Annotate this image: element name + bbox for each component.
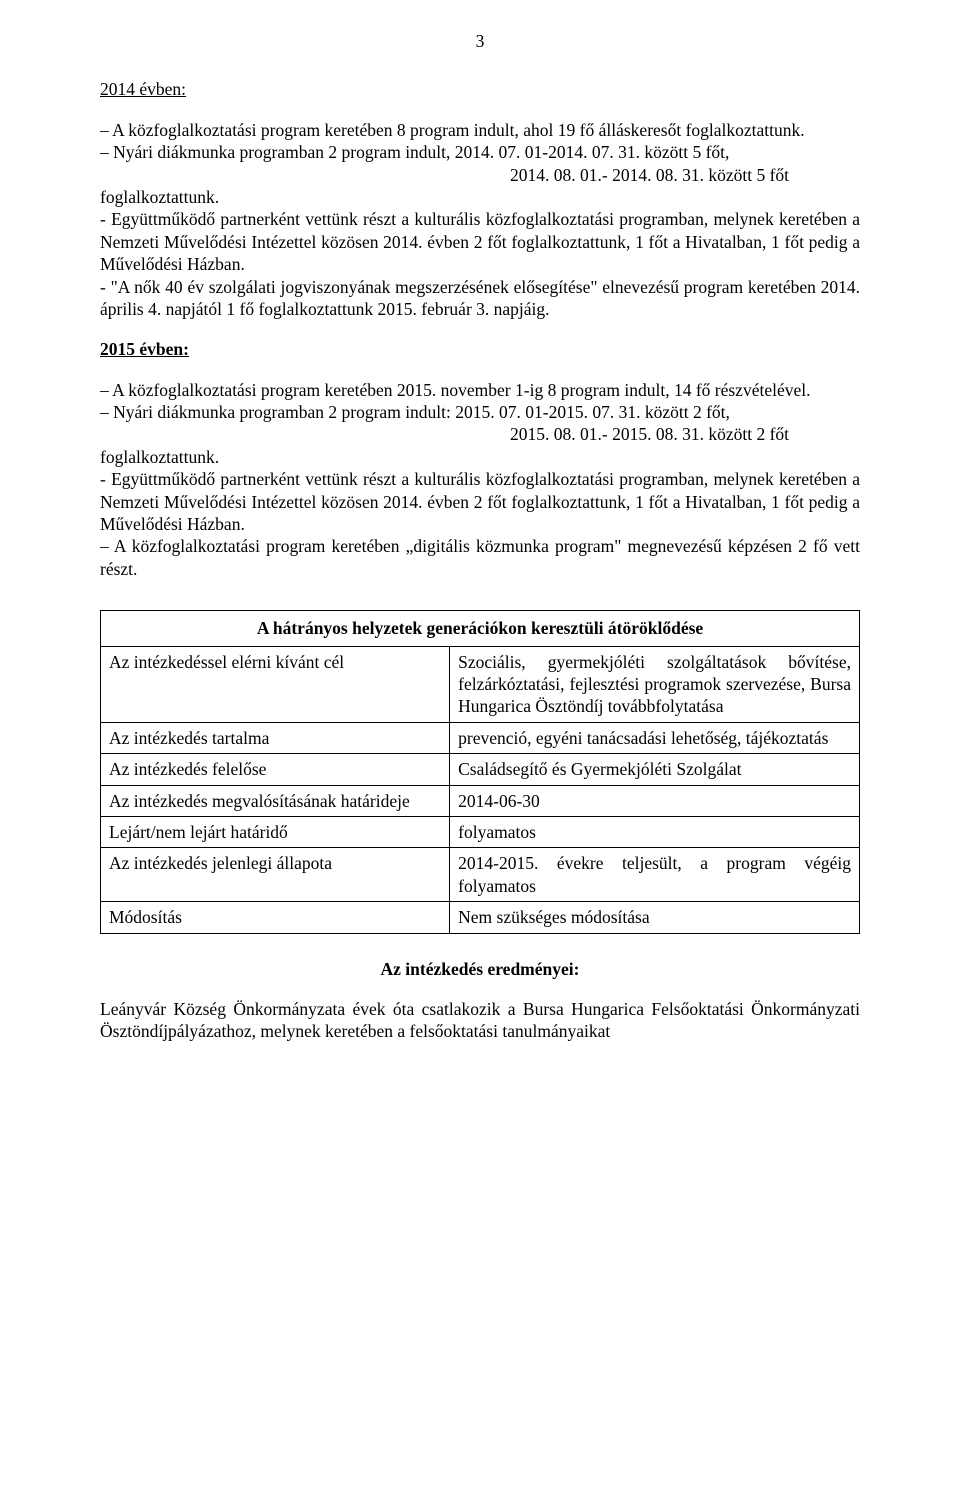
table-title-row: A hátrányos helyzetek generációkon keres…: [101, 611, 860, 646]
table-row: Az intézkedés jelenlegi állapota 2014-20…: [101, 848, 860, 902]
para-6a: – Nyári diákmunka programban 2 program i…: [100, 401, 860, 423]
results-heading: Az intézkedés eredményei:: [100, 958, 860, 980]
cell-right: 2014-06-30: [450, 785, 860, 816]
cell-left: Az intézkedéssel elérni kívánt cél: [101, 646, 450, 722]
para-8: – A közfoglalkoztatási program keretében…: [100, 535, 860, 580]
cell-left: Az intézkedés tartalma: [101, 722, 450, 753]
document-page: 3 2014 évben: – A közfoglalkoztatási pro…: [50, 0, 910, 1101]
table-row: Az intézkedés megvalósításának határidej…: [101, 785, 860, 816]
para-5: – A közfoglalkoztatási program keretében…: [100, 379, 860, 401]
table-row: Lejárt/nem lejárt határidő folyamatos: [101, 816, 860, 847]
cell-left: Lejárt/nem lejárt határidő: [101, 816, 450, 847]
cell-right: Szociális, gyermekjóléti szolgáltatások …: [450, 646, 860, 722]
heading-2014: 2014 évben:: [100, 78, 860, 100]
cell-right: Családsegítő és Gyermekjóléti Szolgálat: [450, 754, 860, 785]
heading-2015: 2015 évben:: [100, 338, 860, 360]
measures-table: A hátrányos helyzetek generációkon keres…: [100, 610, 860, 933]
para-6b: 2015. 08. 01.- 2015. 08. 31. között 2 fő…: [100, 423, 860, 445]
table-row: Az intézkedés tartalma prevenció, egyéni…: [101, 722, 860, 753]
cell-right: prevenció, egyéni tanácsadási lehetőség,…: [450, 722, 860, 753]
cell-left: Módosítás: [101, 902, 450, 933]
para-9: Leányvár Község Önkormányzata évek óta c…: [100, 998, 860, 1043]
page-number: 3: [100, 30, 860, 52]
table-row: Az intézkedés felelőse Családsegítő és G…: [101, 754, 860, 785]
para-2a: – Nyári diákmunka programban 2 program i…: [100, 141, 860, 163]
table-title: A hátrányos helyzetek generációkon keres…: [101, 611, 860, 646]
para-2b: 2014. 08. 01.- 2014. 08. 31. között 5 fő…: [100, 164, 860, 186]
para-4: - "A nők 40 év szolgálati jogviszonyának…: [100, 276, 860, 321]
cell-left: Az intézkedés megvalósításának határidej…: [101, 785, 450, 816]
cell-right: Nem szükséges módosítása: [450, 902, 860, 933]
para-2c: foglalkoztattunk.: [100, 186, 860, 208]
cell-right: folyamatos: [450, 816, 860, 847]
cell-left: Az intézkedés jelenlegi állapota: [101, 848, 450, 902]
table-row: Módosítás Nem szükséges módosítása: [101, 902, 860, 933]
table-row: Az intézkedéssel elérni kívánt cél Szoci…: [101, 646, 860, 722]
cell-left: Az intézkedés felelőse: [101, 754, 450, 785]
para-6c: foglalkoztattunk.: [100, 446, 860, 468]
para-1: – A közfoglalkoztatási program keretében…: [100, 119, 860, 141]
cell-right: 2014-2015. évekre teljesült, a program v…: [450, 848, 860, 902]
para-7: - Együttműködő partnerként vettünk részt…: [100, 468, 860, 535]
para-3: - Együttműködő partnerként vettünk részt…: [100, 208, 860, 275]
